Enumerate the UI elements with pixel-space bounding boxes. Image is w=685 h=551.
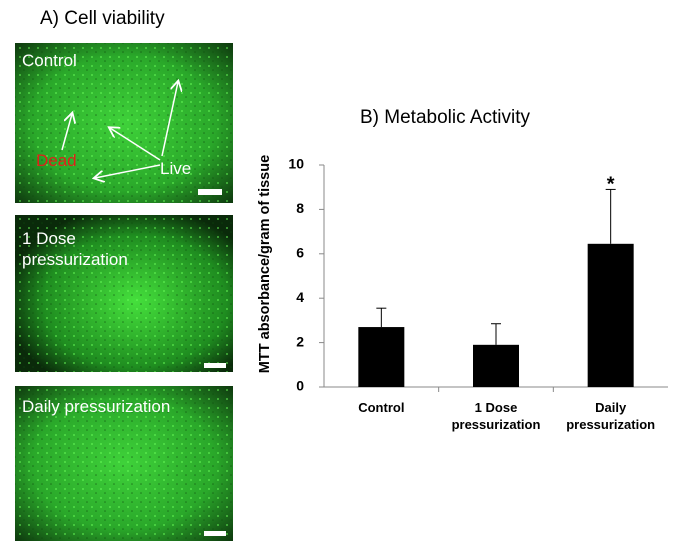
bar [358, 327, 405, 387]
y-tick-label: 4 [296, 289, 304, 305]
image-label: 1 Dose pressurization [22, 229, 128, 269]
y-tick-label: 2 [296, 333, 304, 349]
micrograph [15, 43, 233, 541]
y-axis-label: MTT absorbance/gram of tissue [257, 154, 273, 374]
significance-marker: * [607, 174, 615, 196]
annotation: Dead [36, 151, 77, 170]
image-label: Control [22, 51, 77, 70]
chart-title: B) Metabolic Activity [360, 107, 530, 128]
bar [473, 344, 519, 387]
x-tick-label: 1 Dose pressurization [451, 400, 541, 432]
x-tick-label: Daily pressurization [566, 400, 656, 432]
x-tick-label: Control [358, 400, 405, 415]
y-tick-label: 8 [296, 200, 304, 216]
y-tick-label: 0 [296, 378, 304, 394]
y-tick-label: 10 [288, 156, 304, 172]
image-label: Daily pressurization [22, 397, 171, 416]
bar-chart: 0 2 4 6 8 10 * [288, 156, 668, 394]
y-tick-label: 6 [296, 245, 304, 261]
annotation: Live [160, 159, 192, 178]
bar [587, 243, 634, 387]
panel-title: A) Cell viability [40, 8, 165, 29]
